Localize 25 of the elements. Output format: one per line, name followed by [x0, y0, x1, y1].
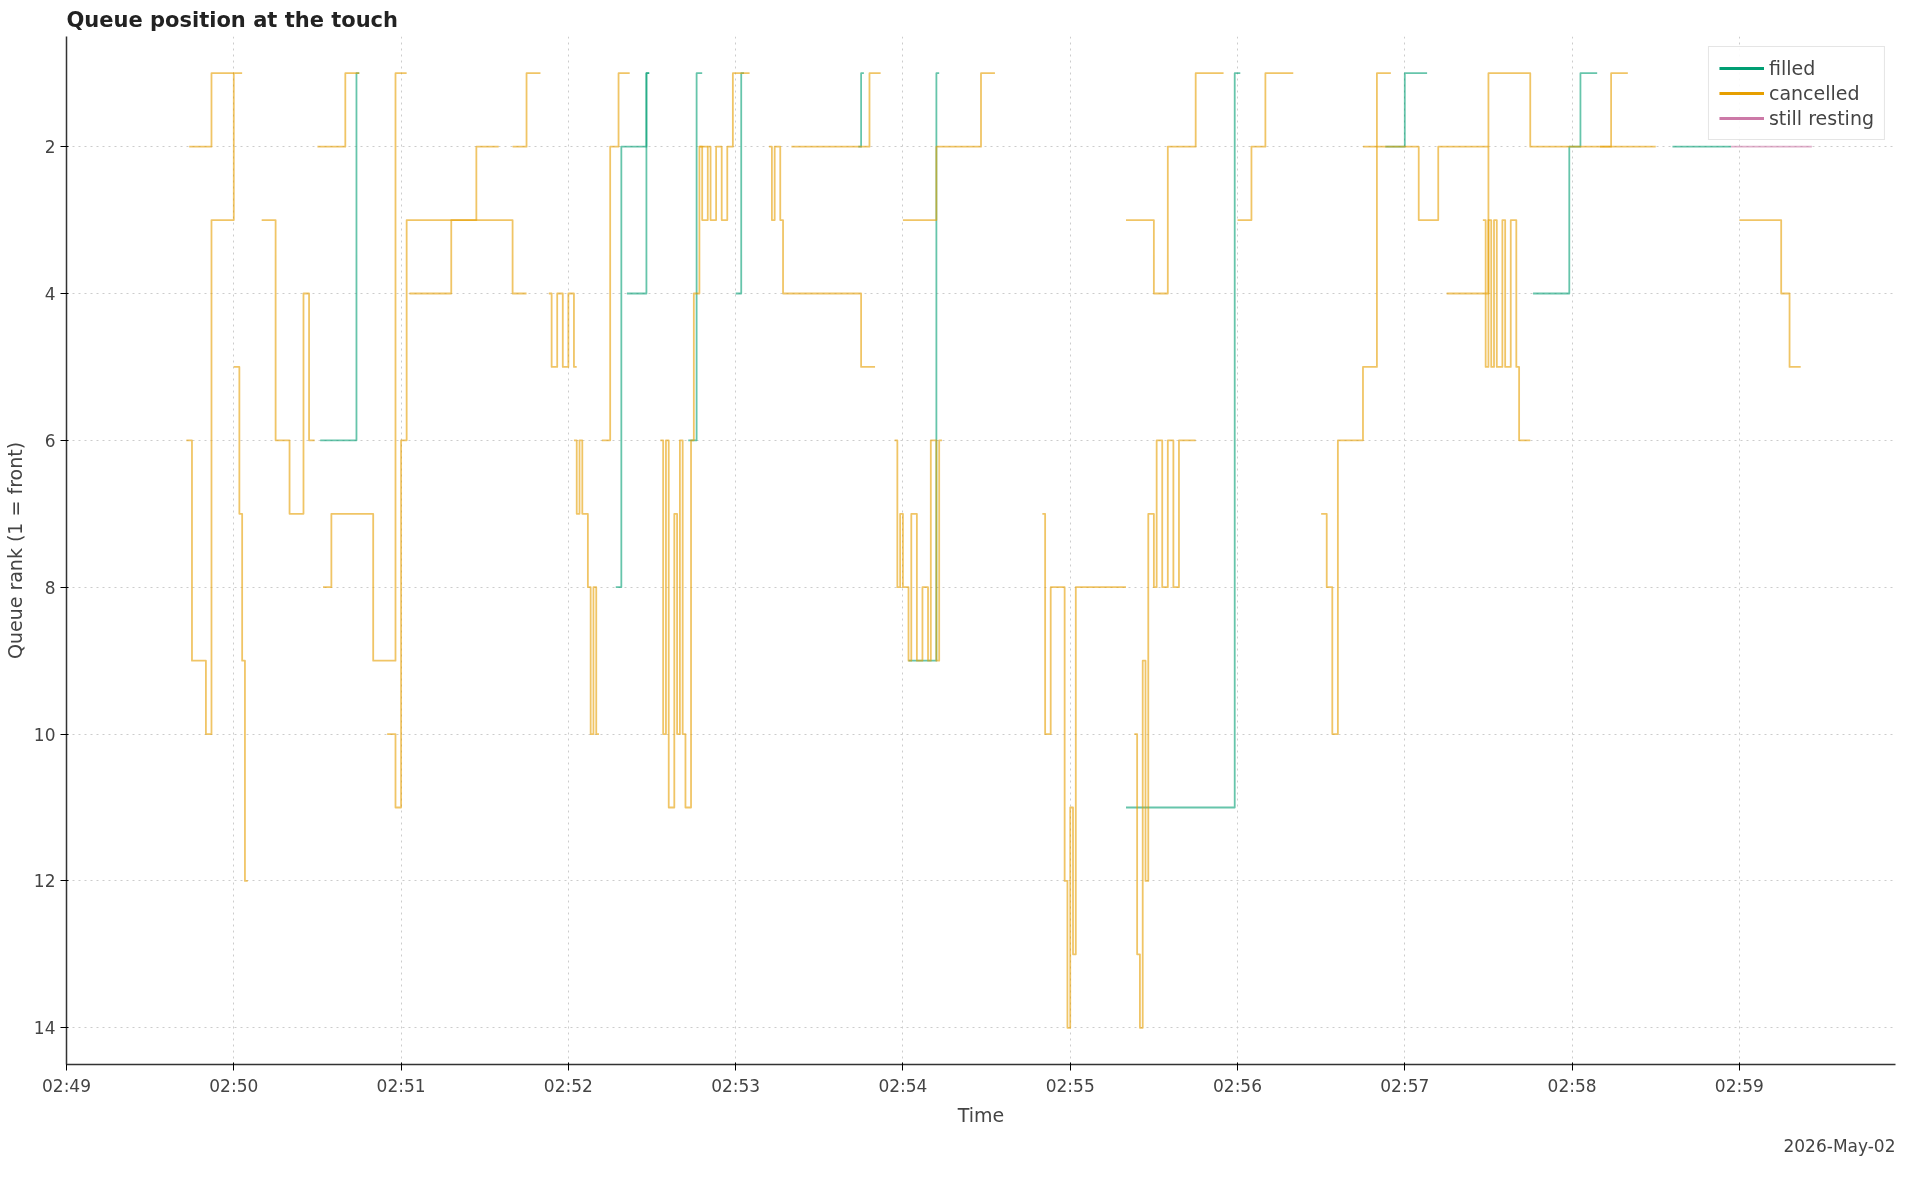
y-tick-label: 12	[33, 871, 56, 892]
x-tick-label: 02:52	[543, 1075, 593, 1096]
legend-label: cancelled	[1768, 82, 1860, 104]
chart-title: Queue position at the touch	[66, 7, 399, 32]
legend-label: filled	[1768, 57, 1816, 79]
text: 2026-May-02	[1783, 1135, 1896, 1156]
x-tick-label: 02:53	[711, 1075, 761, 1096]
legend-label: still resting	[1768, 107, 1874, 129]
x-tick-label: 02:55	[1045, 1075, 1095, 1096]
x-tick-label: 02:51	[376, 1075, 426, 1096]
x-tick-label: 02:54	[878, 1075, 928, 1096]
x-tick-label: 02:50	[209, 1075, 259, 1096]
y-tick-label: 4	[44, 284, 56, 304]
x-tick-label: 02:57	[1380, 1075, 1430, 1096]
x-tick-label: 02:49	[42, 1075, 91, 1096]
x-tick-label: 02:56	[1213, 1075, 1263, 1096]
y-tick-label: 14	[33, 1018, 56, 1039]
y-tick-label: 6	[44, 430, 56, 451]
y-axis-title: Queue rank (1 = front)	[3, 441, 26, 660]
x-tick-label: 02:59	[1714, 1075, 1764, 1096]
y-tick-label: 2	[44, 137, 56, 158]
y-tick-label: 8	[44, 577, 56, 598]
x-tick-label: 02:58	[1547, 1075, 1597, 1096]
y-tick-label: 10	[33, 724, 56, 745]
x-axis-title: Time	[956, 1103, 1005, 1126]
